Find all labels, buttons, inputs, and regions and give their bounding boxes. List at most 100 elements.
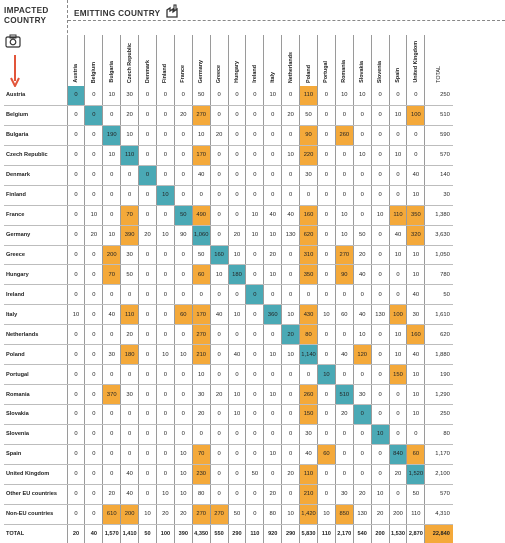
matrix-cell: 10 [352,324,372,346]
matrix-cell: 0 [102,364,121,386]
column-total-cell: 110 [245,523,264,543]
matrix-cell: 10 [334,205,354,226]
matrix-cell: 10 [245,205,264,226]
row-label: France [4,205,67,226]
column-total-cell: 290 [281,523,300,543]
matrix-cell: 0 [316,245,336,266]
matrix-cell: 0 [245,484,264,505]
matrix-cell: 170 [191,145,211,166]
column-header: Belgium [84,35,103,86]
matrix-cell: 0 [173,284,193,306]
matrix-cell: 10 [263,264,282,286]
matrix-cell: 0 [173,245,193,266]
matrix-cell: 0 [66,324,85,346]
matrix-cell: 270 [209,504,229,525]
matrix-cell: 10 [191,125,211,146]
matrix-cell: 20 [263,245,282,266]
header-corner [4,35,67,86]
impacted-country-heading: IMPACTED COUNTRY [4,6,49,25]
matrix-cell: 0 [138,284,157,306]
matrix-cell: 430 [299,304,318,326]
column-header: Austria [66,35,85,86]
table-row: Slovenia 0 0 0 0 0 0 0 0 0 0 0 0 0 30 0 0 0 10 0 0 80 [4,424,453,445]
matrix-cell: 40 [281,205,300,226]
matrix-cell: 0 [155,205,175,226]
column-header-label: TOTAL [436,66,443,83]
matrix-cell: 30 [406,304,425,326]
row-label: Austria [4,86,67,106]
matrix-cell: 0 [245,344,264,366]
matrix-cell: 0 [281,245,300,266]
matrix-cell: 40 [299,444,318,465]
matrix-cell: 0 [155,404,175,425]
matrix-cell: 10 [281,344,300,366]
matrix-cell: 490 [191,205,211,226]
matrix-cell: 10 [388,245,407,266]
matrix-cell: 0 [173,324,193,346]
matrix-cell: 0 [263,284,282,306]
matrix-cell: 0 [316,464,336,485]
matrix-cell: 0 [66,145,85,166]
row-total-cell: 1,880 [424,344,453,366]
matrix-cell: 0 [66,424,85,445]
matrix-cell: 0 [155,86,175,106]
matrix-cell: 0 [191,185,211,206]
matrix-cell: 40 [406,284,425,306]
column-header-label: Austria [72,64,79,83]
matrix-cell: 0 [173,185,193,206]
matrix-cell: 0 [173,264,193,286]
matrix-cell: 0 [370,86,390,106]
matrix-cell: 0 [66,185,85,206]
matrix-cell: 320 [406,225,425,246]
column-header-label: Denmark [144,59,151,83]
matrix-cell: 10 [155,484,175,505]
matrix-cell: 0 [227,484,246,505]
matrix-cell: 50 [191,86,211,106]
matrix-cell: 0 [155,424,175,445]
column-total-cell: 1,530 [388,523,407,543]
matrix-cell: 10 [263,86,282,106]
matrix-cell: 0 [352,125,372,146]
matrix-cell: 0 [370,344,390,366]
matrix-cell: 0 [334,105,354,126]
matrix-cell: 0 [370,264,390,286]
matrix-cell: 0 [173,86,193,106]
matrix-cell: 0 [138,424,157,445]
matrix-cell: 0 [66,484,85,505]
diagonal-cell: 360 [263,304,282,326]
column-total-cell: 100 [155,523,175,543]
row-total-cell: 2,100 [424,464,453,485]
matrix-cell: 0 [245,444,264,465]
matrix-cell: 0 [334,464,354,485]
matrix-cell: 0 [102,404,121,425]
matrix-cell: 10 [66,304,85,326]
table-row: Other EU countries 0 0 20 40 0 10 10 80 0 0 0 20 0 210… [4,484,453,505]
column-header: Slovakia [352,35,372,86]
matrix-cell: 20 [388,464,407,485]
matrix-cell: 0 [102,424,121,445]
diagonal-cell: 190 [102,125,121,146]
diagonal-cell: 0 [66,86,85,106]
matrix-cell: 30 [299,165,318,186]
row-label: Italy [4,304,67,326]
matrix-cell: 40 [209,304,229,326]
column-header-label: Poland [305,65,312,83]
matrix-cell: 40 [120,464,139,485]
matrix-cell: 150 [299,404,318,425]
matrix-cell: 1,420 [299,504,318,525]
diagonal-cell: 840 [388,444,407,465]
table-row: United Kingdom 0 0 0 40 0 0 10 230 0 0 50 0 20 110 0 0 0 0… [4,464,453,485]
matrix-cell: 0 [263,165,282,186]
matrix-cell: 0 [316,145,336,166]
matrix-cell: 40 [191,165,211,186]
matrix-cell: 30 [102,344,121,366]
row-label: Germany [4,225,67,246]
matrix-cell: 0 [245,504,264,525]
matrix-cell: 0 [84,245,103,266]
row-label: Spain [4,444,67,465]
matrix-cell: 30 [299,424,318,445]
matrix-cell: 10 [316,304,336,326]
matrix-cell: 20 [120,105,139,126]
matrix-cell: 10 [245,225,264,246]
